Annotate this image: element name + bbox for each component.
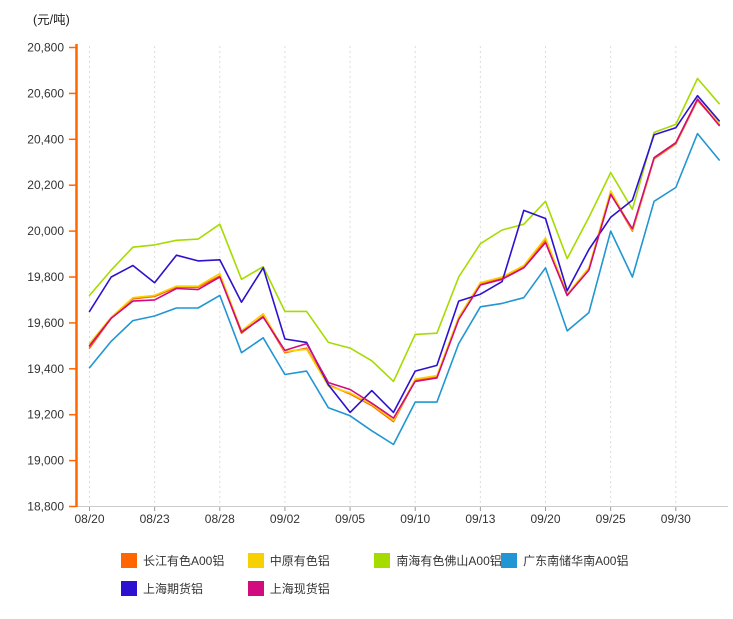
legend-swatch [247, 552, 264, 568]
x-tick-label: 09/10 [400, 512, 430, 526]
legend-label: 广东南储华南A00铝 [523, 553, 629, 568]
y-tick-label: 20,000 [27, 224, 64, 238]
y-tick-label: 20,600 [27, 86, 64, 100]
legend-swatch [501, 552, 518, 568]
legend-item-1: 中原有色铝 [247, 552, 330, 568]
legend-swatch [121, 552, 137, 568]
price-chart: (元/吨) 08/20 08/23 08/28 09/02 09/05 09/10 09/1… [27, 13, 728, 526]
y-tick-label: 19,400 [27, 362, 64, 376]
series-line-2 [88, 77, 721, 383]
legend-label: 中原有色铝 [269, 553, 330, 568]
legend-item-5: 上海现货铝 [247, 581, 330, 597]
legend-swatch [247, 581, 264, 596]
legend-item-0: 长江有色A00铝 [121, 552, 224, 568]
x-tick-label: 09/02 [270, 512, 300, 526]
legend-swatch [121, 581, 137, 596]
series-line-4 [88, 94, 721, 414]
x-tick-label: 09/25 [596, 512, 626, 526]
legend-label: 上海现货铝 [269, 582, 330, 596]
legend-item-3: 广东南储华南A00铝 [501, 552, 628, 568]
x-tick-label: 09/30 [661, 512, 691, 526]
legend-item-4: 上海期货铝 [121, 581, 203, 597]
y-tick-label: 20,800 [27, 41, 64, 55]
series-lines [88, 77, 721, 446]
y-tick-label: 19,800 [27, 270, 64, 284]
axes: 08/20 08/23 08/28 09/02 09/05 09/10 09/13 09/20… [27, 41, 728, 526]
series-line-5 [88, 98, 721, 419]
y-tick-label: 19,000 [27, 454, 64, 468]
y-tick-label: 19,600 [27, 316, 64, 330]
x-tick-label: 09/05 [335, 512, 365, 526]
legend: 长江有色A00铝 中原有色铝 南海有色佛山A00铝 广东南储华南A00铝上海期货铝 上海… [0, 540, 733, 619]
legend-swatch [374, 552, 391, 568]
y-tick-label: 20,400 [27, 132, 64, 146]
x-tick-label: 08/23 [140, 512, 170, 526]
series-line-3 [88, 132, 721, 446]
legend-label: 长江有色A00铝 [143, 553, 225, 568]
legend-item-2: 南海有色佛山A00铝 [374, 552, 502, 568]
y-tick-label: 20,200 [27, 178, 64, 192]
x-tick-label: 09/20 [530, 512, 560, 526]
legend-label: 上海期货铝 [143, 582, 204, 596]
x-tick-label: 08/28 [205, 512, 235, 526]
y-tick-label: 18,800 [27, 500, 64, 514]
y-tick-label: 19,200 [27, 408, 64, 422]
x-tick-label: 09/13 [465, 512, 495, 526]
x-tick-label: 08/20 [74, 512, 104, 526]
price-chart-area: (元/吨) 08/20 08/23 08/28 09/02 09/05 09/10 09/1… [27, 13, 728, 526]
y-axis-unit-label: (元/吨) [33, 13, 70, 27]
legend-label: 南海有色佛山A00铝 [396, 553, 502, 568]
